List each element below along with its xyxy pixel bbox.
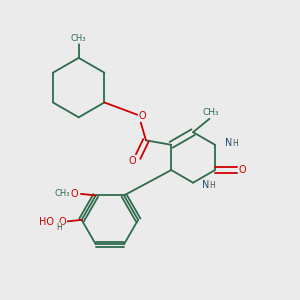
Text: CH₃: CH₃	[202, 108, 219, 117]
Text: HO: HO	[39, 217, 54, 227]
Text: O: O	[139, 111, 146, 121]
Text: N: N	[202, 180, 209, 190]
Text: H: H	[56, 224, 62, 232]
Text: CH₃: CH₃	[71, 34, 86, 43]
Text: O: O	[71, 189, 79, 199]
Text: O: O	[239, 165, 246, 175]
Text: O: O	[128, 156, 136, 166]
Text: H: H	[232, 140, 238, 148]
Text: CH₃: CH₃	[54, 189, 70, 198]
Text: O: O	[58, 217, 66, 227]
Text: H: H	[209, 181, 215, 190]
Text: N: N	[225, 138, 232, 148]
